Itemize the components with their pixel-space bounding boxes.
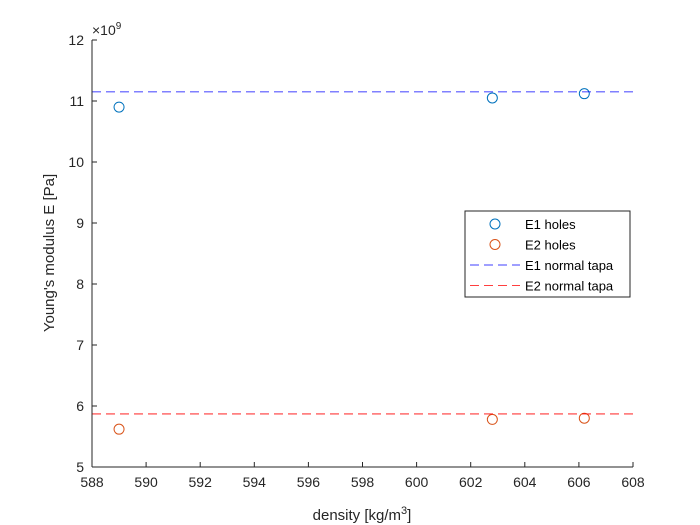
x-tick-label: 602 [459, 474, 483, 490]
x-tick-label: 604 [513, 474, 537, 490]
x-axis-label: density [kg/m3] [313, 505, 412, 524]
legend-items: E1 holes E2 holes E1 normal tapa E2 normal … [470, 217, 614, 294]
y-exponent-power: 9 [116, 21, 122, 32]
data-point-1-0 [113, 423, 125, 435]
y-exponent-base: ×10 [92, 22, 116, 38]
legend-label-0: E1 holes [525, 217, 576, 232]
x-ticks: 588 590 592 594 596 598 600 602 604 606 608 [80, 462, 645, 490]
legend-swatch-1 [489, 239, 501, 250]
y-tick-label: 5 [76, 459, 84, 475]
y-tick-label: 7 [76, 337, 84, 353]
x-tick-label: 596 [297, 474, 321, 490]
data-layer [92, 88, 633, 435]
legend-label-3: E2 normal tapa [525, 279, 614, 294]
data-point-1-2 [578, 412, 590, 424]
x-tick-label: 606 [567, 474, 591, 490]
x-axis-label-close: ] [407, 507, 411, 524]
legend-swatch-0 [489, 218, 501, 230]
y-exponent: ×109 [92, 21, 122, 38]
y-tick-label: 10 [68, 154, 84, 170]
x-axis-label-sup: 3 [401, 505, 407, 517]
y-tick-label: 11 [69, 93, 84, 109]
data-point-0-1 [486, 92, 498, 104]
x-tick-label: 588 [80, 474, 104, 490]
legend: E1 holes E2 holes E1 normal tapa E2 normal … [464, 210, 631, 298]
y-axis-label: Young's modulus E [Pa] [41, 174, 58, 332]
y-tick-label: 6 [76, 398, 84, 414]
legend-label-2: E1 normal tapa [525, 258, 614, 273]
y-tick-label: 9 [76, 215, 84, 231]
data-point-1-1 [486, 413, 498, 425]
y-tick-label: 8 [76, 276, 84, 292]
x-tick-label: 598 [351, 474, 375, 490]
x-tick-label: 608 [621, 474, 645, 490]
y-ticks: 5 6 7 8 9 10 11 12 [68, 32, 97, 475]
data-point-0-0 [113, 101, 125, 113]
x-axis-label-main: density [kg/m [313, 507, 401, 524]
x-tick-label: 590 [134, 474, 158, 490]
x-tick-label: 594 [243, 474, 267, 490]
legend-label-1: E2 holes [525, 238, 576, 253]
y-tick-label: 12 [68, 32, 84, 48]
data-point-0-2 [578, 88, 590, 100]
legend-box [464, 210, 631, 298]
x-tick-label: 592 [189, 474, 213, 490]
x-tick-label: 600 [405, 474, 429, 490]
